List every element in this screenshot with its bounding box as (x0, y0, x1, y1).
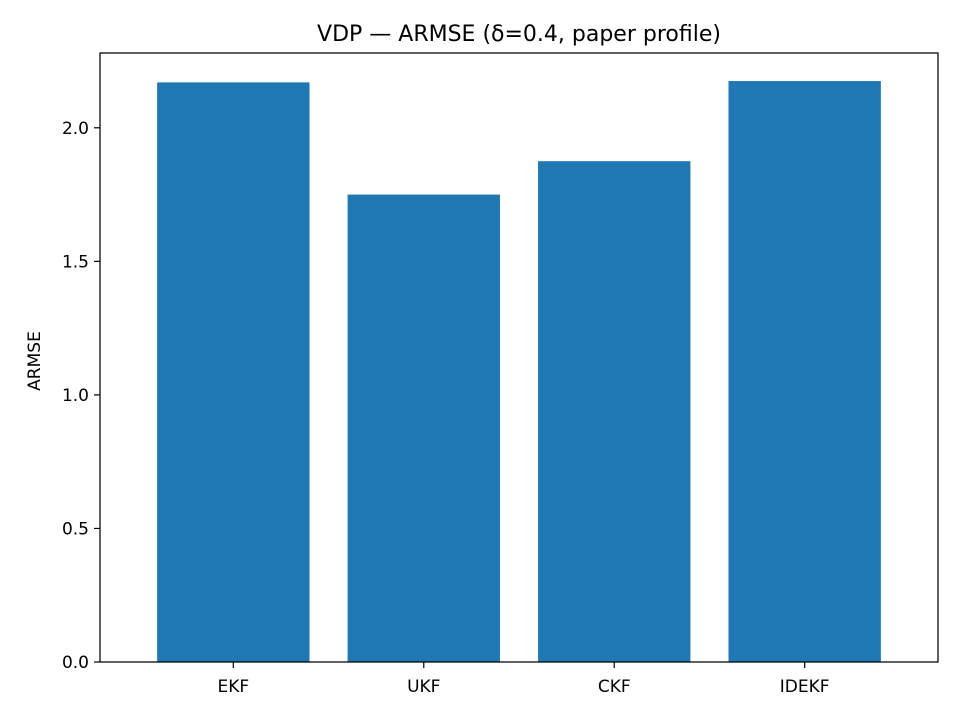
bar-idekf (728, 81, 881, 663)
plot-frame (99, 52, 939, 663)
bars-group (157, 81, 881, 663)
x-tick-label: IDEKF (780, 677, 830, 697)
chart-title: VDP — ARMSE (δ=0.4, paper profile) (317, 22, 721, 47)
x-tick-label: CKF (598, 677, 631, 697)
y-tick-label: 1.0 (62, 386, 89, 406)
y-tick-label: 2.0 (62, 119, 89, 139)
x-tick-label: UKF (407, 677, 440, 697)
bar-ekf (157, 82, 310, 662)
y-tick-label: 1.5 (62, 252, 89, 272)
x-tick-label: EKF (217, 677, 249, 697)
y-tick-label: 0.5 (62, 519, 89, 539)
bar-ckf (538, 161, 691, 662)
y-axis: 0.0 0.5 1.0 1.5 2.0 (62, 119, 100, 673)
y-axis-label: ARMSE (25, 331, 45, 391)
bar-ukf (347, 194, 500, 662)
x-axis: EKF UKF CKF IDEKF (217, 662, 830, 697)
y-tick-label: 0.0 (62, 653, 89, 673)
